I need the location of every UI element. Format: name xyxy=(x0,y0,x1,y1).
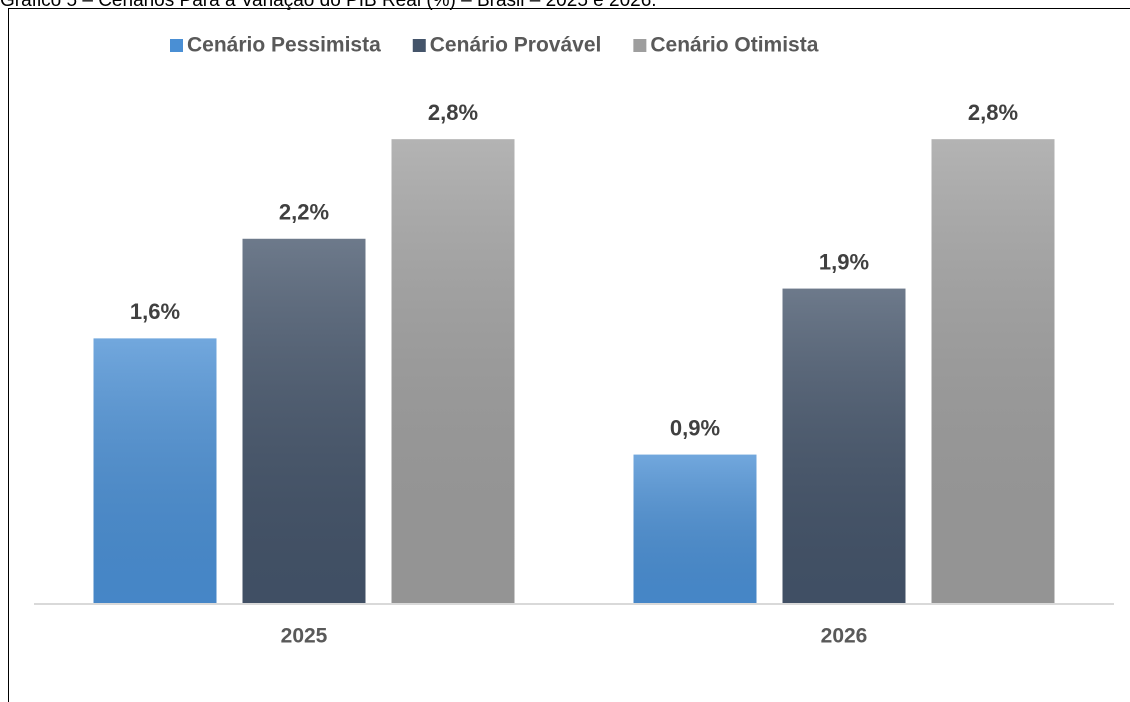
legend-marker xyxy=(633,39,647,52)
legend-label: Cenário Otimista xyxy=(650,34,818,57)
value-label: 2,2% xyxy=(279,200,329,225)
value-label: 2,8% xyxy=(968,100,1018,125)
chart-frame xyxy=(8,8,1130,702)
chart-title: Gráfico 5 – Cenários Para a Variação do … xyxy=(0,0,657,11)
bar-shade xyxy=(931,139,1055,604)
bar-shade xyxy=(93,338,217,604)
x-tick-label: 2025 xyxy=(281,625,328,648)
legend-marker xyxy=(412,39,426,52)
legend-marker xyxy=(170,39,183,52)
bar-shade xyxy=(782,288,906,604)
bar-shade xyxy=(242,238,366,605)
value-label: 0,9% xyxy=(670,415,720,440)
bar-shade xyxy=(633,454,757,604)
value-label: 1,9% xyxy=(819,249,869,274)
value-label: 2,8% xyxy=(428,100,478,125)
x-tick-label: 2026 xyxy=(821,625,868,648)
bar-shade xyxy=(391,139,515,604)
value-label: 1,6% xyxy=(130,299,180,324)
legend-label: Cenário Provável xyxy=(430,34,602,57)
legend-label: Cenário Pessimista xyxy=(187,34,381,57)
